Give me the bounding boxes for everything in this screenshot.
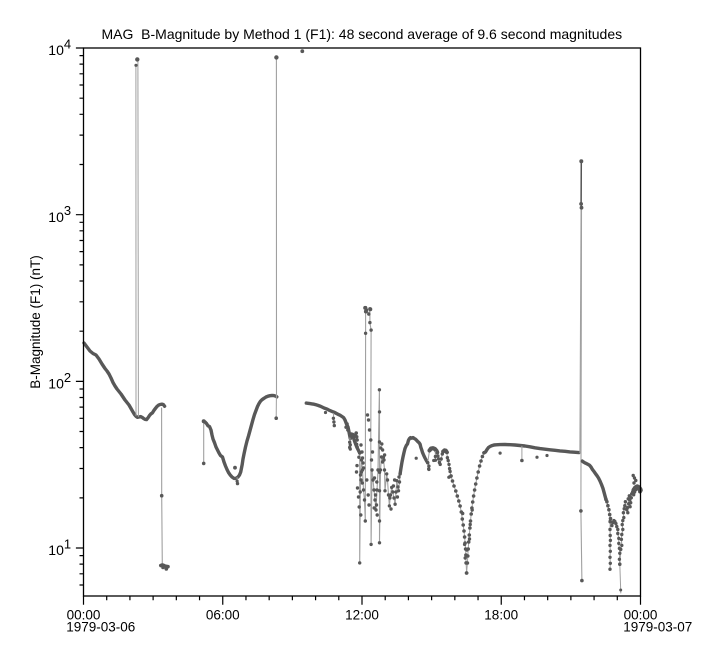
svg-text:1979-03-06: 1979-03-06 — [66, 619, 135, 634]
svg-text:12:00: 12:00 — [345, 608, 379, 623]
svg-text:B-Magnitude (F1) (nT): B-Magnitude (F1) (nT) — [28, 255, 43, 389]
svg-text:10: 10 — [48, 209, 64, 225]
svg-text:00:00: 00:00 — [67, 608, 101, 623]
svg-text:10: 10 — [48, 375, 64, 391]
svg-text:1979-03-07: 1979-03-07 — [623, 619, 692, 634]
svg-text:2: 2 — [64, 370, 71, 385]
svg-text:10: 10 — [48, 42, 64, 58]
svg-text:3: 3 — [64, 203, 71, 218]
svg-text:1: 1 — [64, 537, 71, 552]
svg-text:10: 10 — [48, 542, 64, 558]
svg-text:00:00: 00:00 — [624, 608, 658, 623]
svg-text:MAG B-Magnitude by Method 1 (: MAG B-Magnitude by Method 1 (F1): 48 sec… — [101, 26, 622, 42]
svg-text:4: 4 — [64, 37, 71, 52]
svg-text:18:00: 18:00 — [484, 608, 518, 623]
svg-text:06:00: 06:00 — [206, 608, 240, 623]
